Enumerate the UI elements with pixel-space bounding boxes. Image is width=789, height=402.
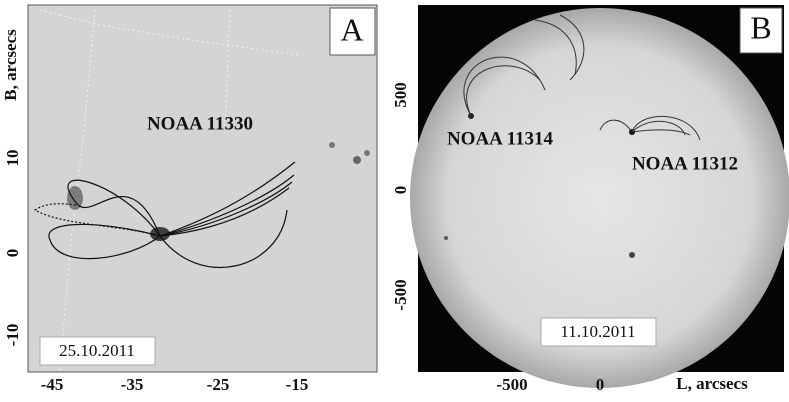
panel-a: A NOAA 11330 25.10.2011 B, arcsecs: [1, 4, 378, 373]
solar-disk: [410, 8, 789, 388]
x-tick-label: -25: [207, 375, 230, 394]
field-lines-b: [463, 14, 701, 141]
annotation: NOAA 11312: [632, 153, 738, 174]
date-box: [540, 317, 657, 347]
y-tick-label: -500: [391, 279, 410, 310]
y-axis-label: B, arcsecs: [1, 29, 20, 101]
panel-letter: B: [750, 9, 771, 45]
spot: [353, 156, 361, 164]
y-tick-label: 10: [3, 150, 22, 167]
field-lines-a: [33, 161, 296, 269]
x-tick-label: -35: [121, 375, 144, 394]
y-tick-label: -10: [3, 324, 22, 347]
spot: [150, 227, 170, 241]
spot: [444, 236, 448, 240]
date: 11.10.2011: [560, 322, 635, 341]
panel-letter: A: [340, 11, 363, 47]
x-tick-label: 0: [596, 375, 605, 394]
y-tick-label: 0: [3, 249, 22, 258]
x-axis-label: L, arcsecs: [676, 374, 748, 393]
x-tick-label: -500: [496, 375, 527, 394]
y-tick-label: 500: [391, 82, 410, 108]
spot: [329, 142, 335, 148]
image-a: [27, 4, 378, 373]
annotation: NOAA 11314: [447, 128, 554, 149]
date-box: [39, 336, 156, 366]
annotation: NOAA 11330: [147, 113, 253, 134]
x-tick-label: -15: [286, 375, 309, 394]
date: 25.10.2011: [59, 341, 135, 360]
letter-box: [329, 7, 376, 56]
spot: [629, 252, 635, 258]
panel-b: B NOAA 11314 NOAA 11312 11.10.2011 L, ar…: [410, 5, 789, 393]
spot: [364, 150, 370, 156]
grid-a: [39, 9, 301, 371]
y-tick-label: 0: [391, 186, 410, 195]
x-tick-label: -45: [41, 375, 64, 394]
letter-box: [739, 7, 783, 54]
